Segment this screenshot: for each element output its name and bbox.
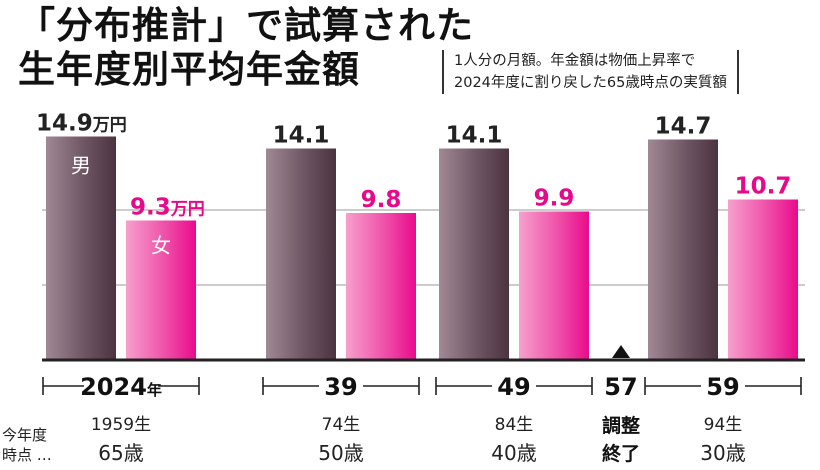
marker-label-line1: 調整 [602,414,640,437]
bar-male-39 [266,148,336,360]
age-label-49: 40歳 [491,441,536,465]
bar-female-2024 [126,220,196,360]
chart-note: 1人分の月額。年金額は物価上昇率で 2024年度に割り戻した65歳時点の実質額 [442,50,739,94]
age-label-59: 30歳 [700,441,745,465]
xtick-suffix: 年 [147,381,162,399]
marker-triangle [612,345,630,358]
value-label-female-2024: 9.3万円 [130,195,205,221]
chart-title-line1: 「分布推計」で試算された [18,4,474,47]
series-label-male: 男 [71,154,91,178]
left-label-line1: 今年度 [2,426,47,444]
note-line1: 1人分の月額。年金額は物価上昇率で [454,53,696,69]
marker-label-line2: 終了 [602,442,640,465]
xtick-label-59: 59 [706,373,739,401]
title-block: 「分布推計」で試算された 生年度別平均年金額 [18,4,474,92]
age-label-2024: 65歳 [98,441,143,465]
value-label-male-59: 14.7 [655,114,712,140]
unit-label-male: 万円 [92,116,127,136]
xtick-label-39: 39 [324,373,357,401]
marker-year-label: 57 [604,373,637,401]
value-label-female-49: 9.9 [534,186,575,212]
value-label-female-59: 10.7 [735,174,792,200]
series-label-female: 女 [151,234,171,258]
left-label-line2: 時点 … [2,446,52,464]
value-label-male-2024: 14.9万円 [36,111,127,137]
xtick-bg-2024 [84,372,158,400]
xtick-bg-59 [701,372,745,400]
bar-female-59 [728,199,798,360]
bar-male-2024 [46,136,116,360]
unit-label-female: 万円 [170,200,205,220]
xtick-bg-39 [319,372,363,400]
age-label-39: 50歳 [318,441,363,465]
chart-title-line2: 生年度別平均年金額 [18,48,360,91]
born-label-2024: 1959生 [91,415,151,435]
xtick-label-49: 49 [497,373,530,401]
value-label-male-39: 14.1 [273,123,330,149]
bar-female-39 [346,213,416,360]
bar-male-59 [648,139,718,360]
bar-female-49 [519,211,589,360]
born-label-59: 94生 [704,415,743,435]
value-label-female-39: 9.8 [361,187,402,213]
note-line2: 2024年度に割り戻した65歳時点の実質額 [454,75,727,91]
born-label-39: 74生 [322,415,361,435]
born-label-49: 84生 [495,415,534,435]
xtick-bg-49 [492,372,536,400]
bar-male-49 [439,148,509,360]
value-label-male-49: 14.1 [446,123,503,149]
